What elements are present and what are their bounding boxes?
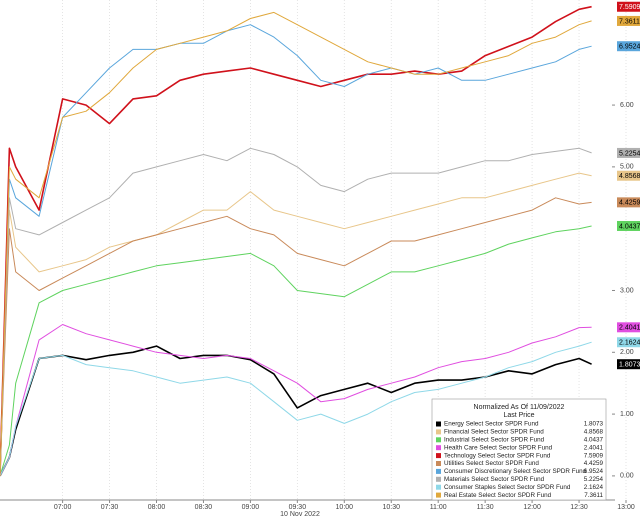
y-tick-label: 5.00	[620, 164, 634, 171]
value-tag-label: 2.1624	[619, 340, 640, 347]
value-tag	[617, 41, 640, 52]
legend-label: Health Care Select Sector SPDR Fund	[444, 444, 553, 451]
legend-swatch	[436, 468, 441, 474]
value-tag	[617, 170, 640, 181]
value-tag	[617, 197, 640, 208]
x-tick-label: 09:00	[242, 504, 260, 511]
legend-subtitle: Last Price	[503, 412, 534, 419]
legend-label: Consumer Staples Select Sector SPDR Fund	[444, 484, 571, 491]
series-line	[0, 341, 592, 477]
series-line	[0, 172, 592, 476]
x-tick-label: 09:30	[289, 504, 307, 511]
value-tag-label: 7.3611	[619, 18, 640, 25]
legend-label: Energy Select Sector SPDR Fund	[444, 421, 539, 428]
y-tick-label: 6.00	[620, 102, 634, 109]
y-tick-label: 3.00	[620, 287, 634, 294]
legend-swatch	[436, 484, 441, 490]
legend-swatch	[436, 461, 441, 466]
y-tick-label: 0.00	[620, 473, 634, 480]
legend-swatch	[436, 421, 441, 427]
legend-value: 7.3611	[584, 492, 603, 499]
value-tag	[617, 322, 640, 333]
legend-label: Utilities Select Sector SPDR Fund	[444, 460, 539, 467]
value-tag-label: 4.0437	[619, 223, 640, 230]
legend-swatch	[436, 445, 441, 451]
series-line	[0, 24, 592, 476]
legend-label: Financial Select Sector SPDR Fund	[444, 429, 544, 436]
series-line	[0, 225, 592, 477]
series-line	[0, 324, 592, 477]
series-line	[0, 5, 592, 476]
x-tick-label: 12:30	[570, 504, 588, 511]
legend-label: Industrial Select Sector SPDR Fund	[444, 436, 545, 443]
legend-swatch	[436, 437, 441, 443]
value-tag	[617, 147, 640, 158]
value-tag-label: 4.8568	[619, 173, 640, 180]
legend-label: Real Estate Select Sector SPDR Fund	[444, 492, 552, 499]
legend-value: 4.4259	[584, 460, 604, 467]
x-tick-label: 13:00	[617, 504, 635, 511]
legend-value: 1.8073	[584, 421, 604, 428]
value-tag	[617, 220, 640, 231]
legend-label: Consumer Discretionary Select Sector SPD…	[444, 468, 587, 475]
x-tick-label: 11:00	[430, 504, 447, 511]
legend-swatch	[436, 476, 441, 482]
series-line	[0, 345, 592, 477]
value-tag-label: 6.9524	[619, 44, 640, 51]
legend-label: Technology Select Sector SPDR Fund	[444, 452, 551, 459]
value-tag	[617, 1, 640, 12]
y-tick-label: 1.00	[620, 411, 634, 418]
value-tag-label: 5.2254	[619, 150, 640, 157]
legend-label: Materials Select Sector SPDR Fund	[444, 476, 545, 483]
value-tag	[617, 359, 640, 370]
y-tick-label: 2.00	[620, 349, 634, 356]
x-axis-label: 10 Nov 2022	[280, 511, 320, 518]
series-line	[0, 197, 592, 476]
legend-title: Normalized As Of 11/09/2022	[474, 404, 565, 411]
value-tag	[617, 15, 640, 26]
value-tag-label: 1.8073	[619, 362, 640, 369]
value-tag-label: 4.4259	[619, 200, 640, 207]
x-tick-label: 07:30	[101, 504, 119, 511]
x-tick-label: 08:30	[195, 504, 213, 511]
x-tick-label: 07:00	[54, 504, 72, 511]
x-tick-label: 10:00	[336, 504, 354, 511]
value-tag-label: 2.4041	[619, 325, 640, 332]
x-tick-label: 12:00	[523, 504, 541, 511]
value-tag	[617, 337, 640, 348]
legend-swatch	[436, 429, 441, 435]
legend-swatch	[436, 453, 441, 459]
legend-value: 6.9524	[584, 468, 604, 475]
legend-value: 2.1624	[584, 484, 604, 491]
x-tick-label: 08:00	[148, 504, 166, 511]
x-tick-label: 11:30	[477, 504, 494, 511]
series-line	[0, 147, 592, 476]
legend-value: 4.0437	[584, 436, 604, 443]
legend-value: 2.4041	[584, 444, 604, 451]
series-line	[0, 11, 592, 476]
legend-box	[431, 398, 607, 501]
legend-swatch	[436, 492, 441, 498]
legend-value: 4.8568	[584, 429, 604, 436]
legend-value: 7.5909	[584, 452, 604, 459]
x-tick-label: 10:30	[382, 504, 400, 511]
value-tag-label: 7.5909	[619, 4, 640, 11]
legend-value: 5.2254	[584, 476, 604, 483]
